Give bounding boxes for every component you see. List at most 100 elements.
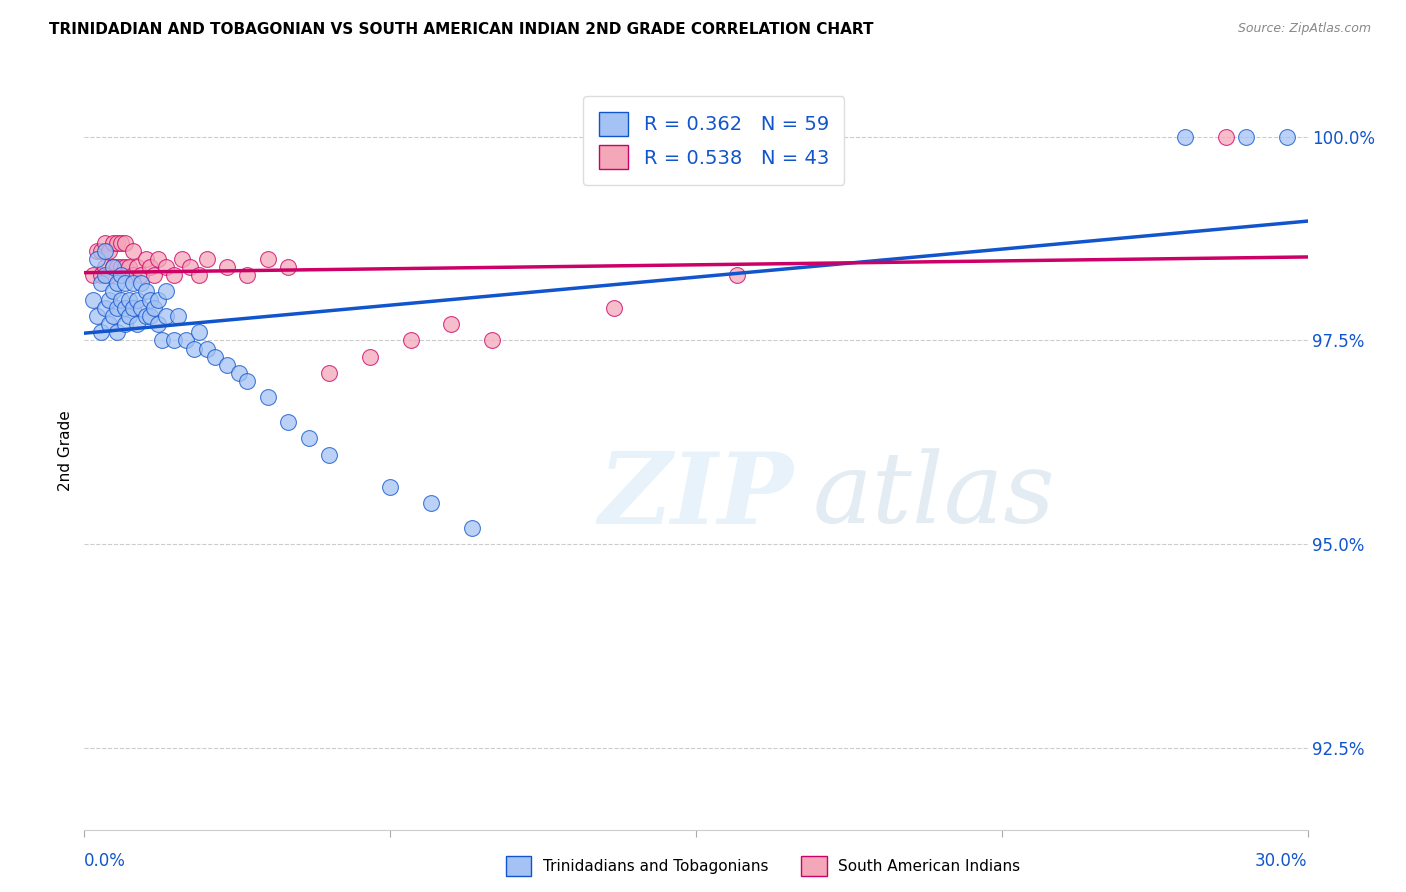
Point [603, 301, 626, 315]
Point [187, 268, 209, 282]
Point [204, 350, 226, 364]
Point [93, 268, 115, 282]
Point [105, 301, 128, 315]
Point [82, 268, 104, 282]
Point [97, 317, 120, 331]
Text: TRINIDADIAN AND TOBAGONIAN VS SOUTH AMERICAN INDIAN 2ND GRADE CORRELATION CHART: TRINIDADIAN AND TOBAGONIAN VS SOUTH AMER… [49, 22, 873, 37]
Point [86, 252, 108, 266]
Point [187, 325, 209, 339]
Point [318, 448, 340, 462]
Text: atlas: atlas [813, 449, 1054, 543]
Point [131, 301, 153, 315]
Point [97, 268, 120, 282]
Point [118, 260, 141, 274]
Point [163, 334, 186, 348]
Point [101, 309, 124, 323]
Point [131, 268, 153, 282]
Point [101, 285, 124, 299]
Text: South American Indians: South American Indians [838, 859, 1021, 873]
Point [110, 268, 132, 282]
Text: 30.0%: 30.0% [1256, 852, 1308, 871]
Point [135, 309, 157, 323]
Point [420, 496, 443, 510]
Point [131, 277, 153, 291]
Point [725, 268, 748, 282]
Point [174, 334, 197, 348]
Point [127, 293, 149, 307]
Point [122, 244, 145, 258]
Point [90, 325, 112, 339]
Point [135, 252, 157, 266]
Point [97, 293, 120, 307]
Point [101, 260, 124, 274]
Point [1277, 129, 1299, 144]
Point [105, 277, 128, 291]
Point [93, 301, 115, 315]
Point [359, 350, 381, 364]
Point [110, 260, 132, 274]
Point [1215, 129, 1237, 144]
Point [183, 342, 205, 356]
Point [101, 260, 124, 274]
Point [127, 317, 149, 331]
Point [114, 317, 136, 331]
Point [105, 260, 128, 274]
Point [155, 309, 177, 323]
Point [1174, 129, 1197, 144]
Point [90, 277, 112, 291]
Point [114, 260, 136, 274]
Point [93, 235, 115, 250]
Point [440, 317, 463, 331]
Point [167, 309, 190, 323]
Point [1236, 129, 1258, 144]
Point [172, 252, 194, 266]
Point [228, 366, 250, 380]
Point [155, 285, 177, 299]
Point [122, 268, 145, 282]
Text: Trinidadians and Tobagonians: Trinidadians and Tobagonians [543, 859, 768, 873]
Point [90, 268, 112, 282]
Point [217, 260, 239, 274]
Text: 0.0%: 0.0% [84, 852, 127, 871]
Point [195, 342, 218, 356]
Point [97, 244, 120, 258]
Legend: R = 0.362   N = 59, R = 0.538   N = 43: R = 0.362 N = 59, R = 0.538 N = 43 [583, 96, 845, 185]
Point [146, 252, 169, 266]
Point [118, 293, 141, 307]
Point [138, 260, 160, 274]
Point [93, 244, 115, 258]
Point [122, 301, 145, 315]
Point [101, 235, 124, 250]
Point [110, 293, 132, 307]
Point [277, 415, 299, 429]
Point [257, 252, 280, 266]
Point [146, 317, 169, 331]
Point [380, 480, 402, 494]
Point [195, 252, 218, 266]
Point [217, 358, 239, 372]
Y-axis label: 2nd Grade: 2nd Grade [58, 410, 73, 491]
Point [114, 277, 136, 291]
Point [114, 235, 136, 250]
Point [163, 268, 186, 282]
Point [318, 366, 340, 380]
Point [179, 260, 201, 274]
Point [114, 301, 136, 315]
Point [257, 391, 280, 405]
Point [277, 260, 299, 274]
Point [298, 431, 321, 445]
Text: ZIP: ZIP [598, 448, 793, 544]
Point [138, 309, 160, 323]
Point [481, 334, 503, 348]
Point [105, 325, 128, 339]
Point [461, 521, 484, 535]
Point [146, 293, 169, 307]
Point [122, 277, 145, 291]
Point [155, 260, 177, 274]
Point [399, 334, 422, 348]
Point [236, 374, 259, 388]
Point [118, 309, 141, 323]
Point [142, 301, 165, 315]
Point [150, 334, 173, 348]
Point [86, 309, 108, 323]
